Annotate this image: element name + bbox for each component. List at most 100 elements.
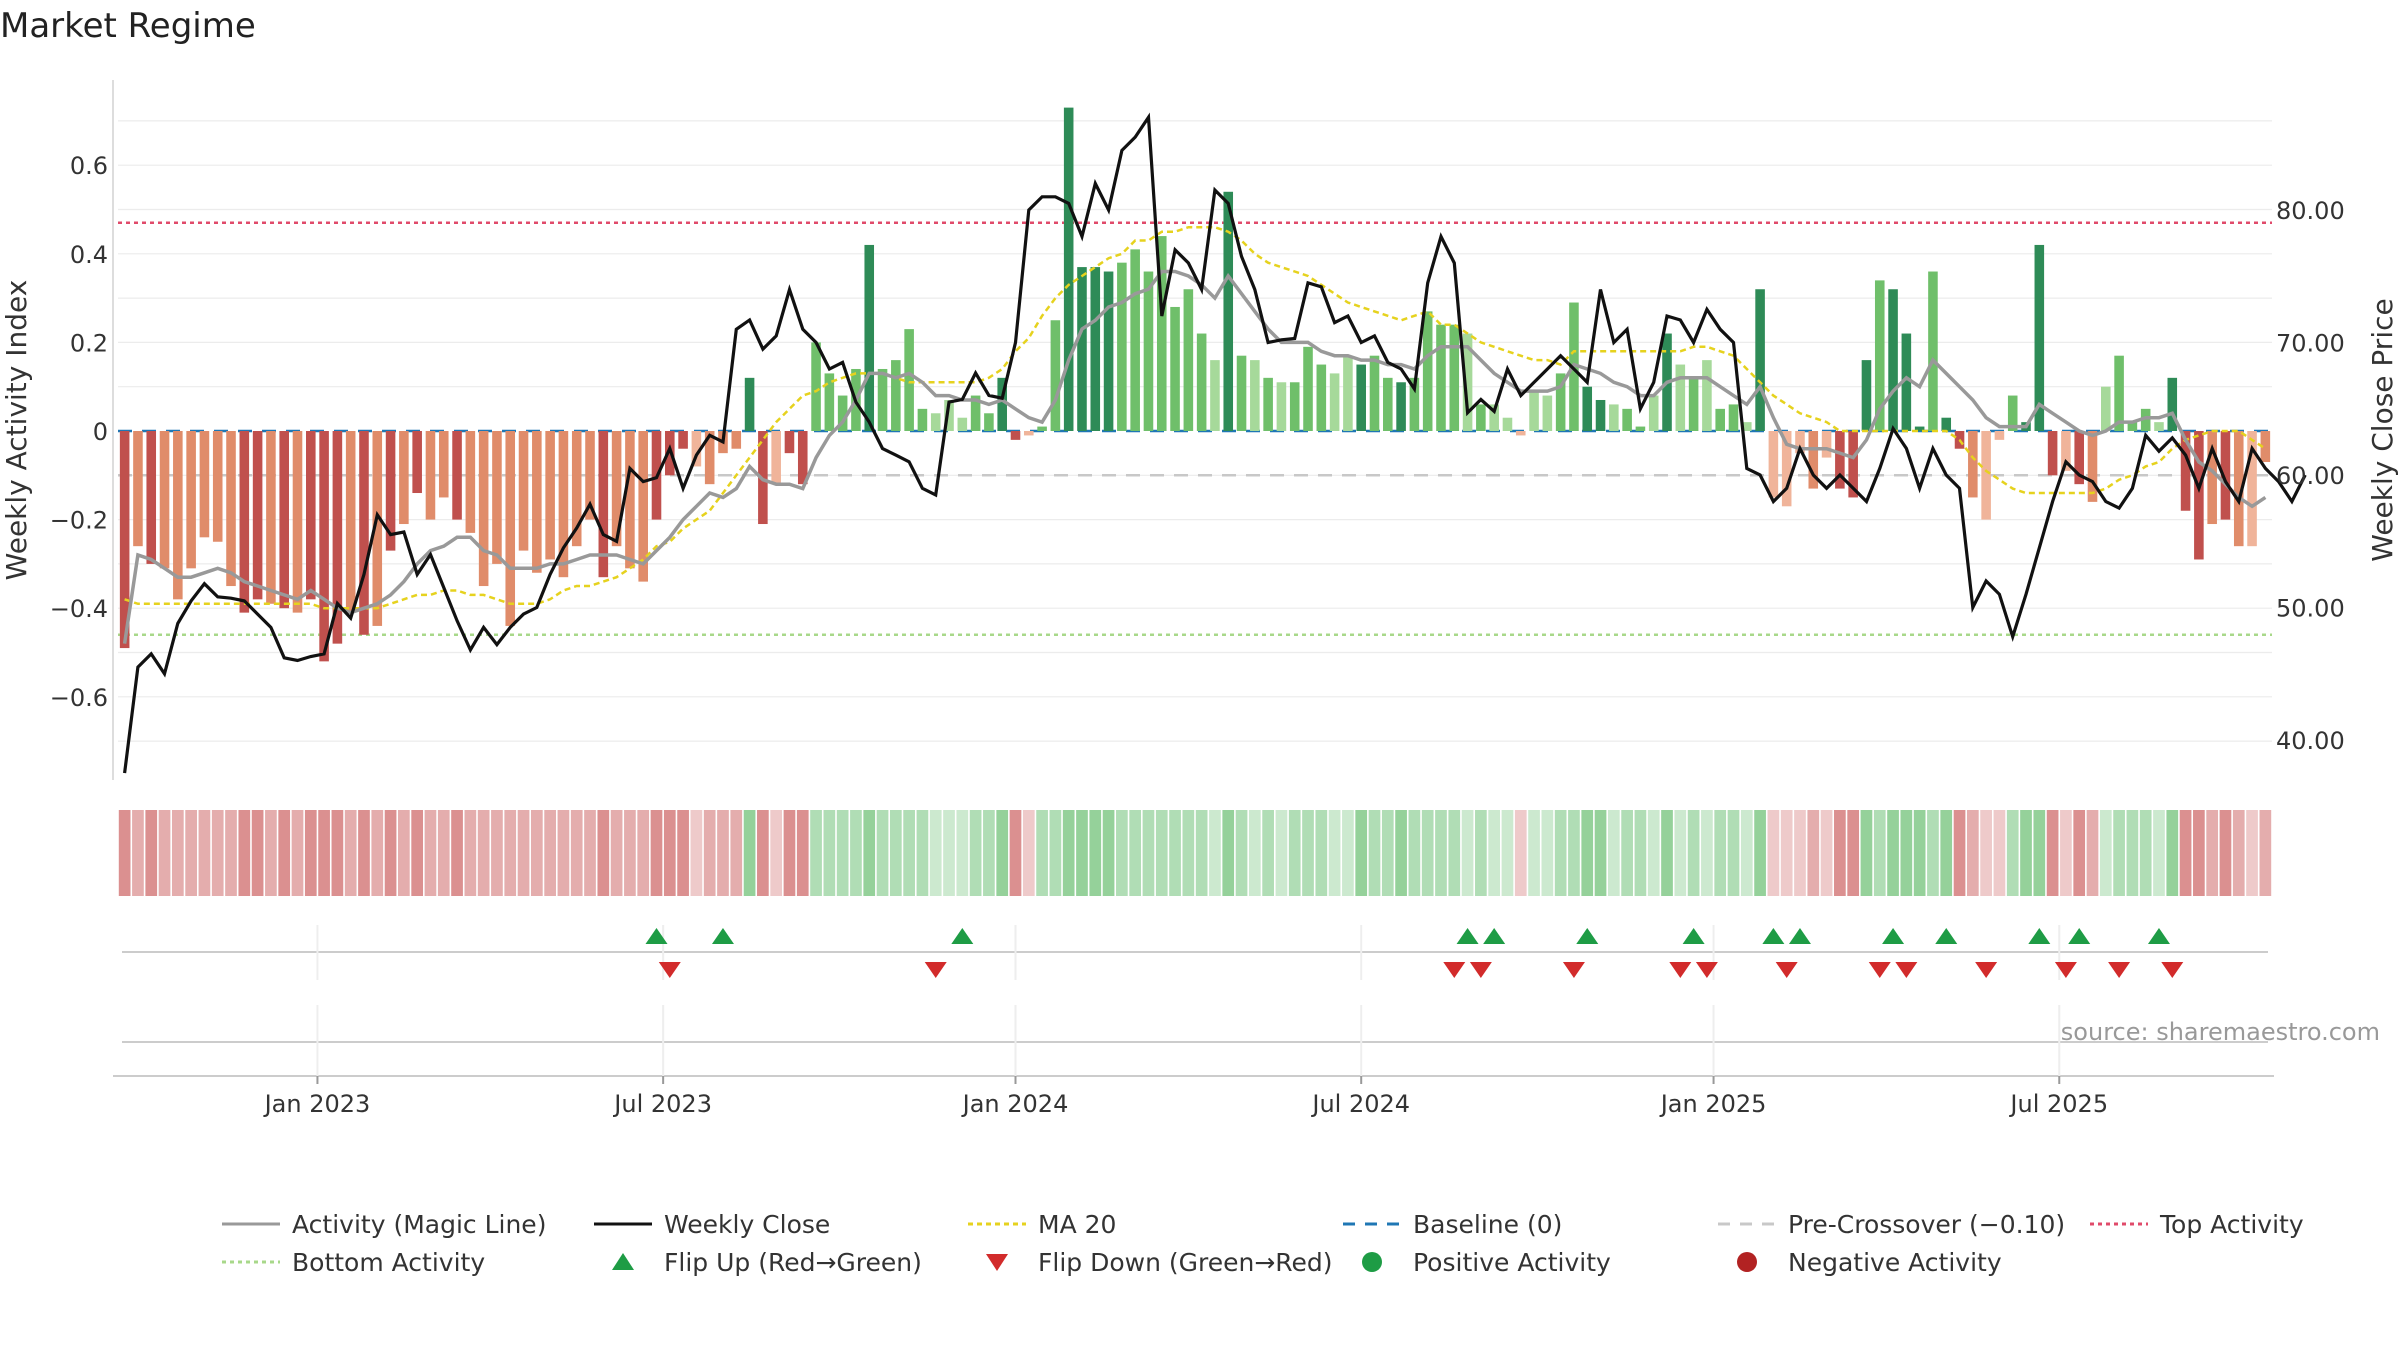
activity-bar [1968,431,1978,498]
regime-strip-cell [1195,810,1208,896]
flip-up-marker [1935,928,1958,944]
regime-strip-cell [1581,810,1594,896]
bottom-axis: Jan 2023 Jul 2023 Jan 2024 Jul 2024 Jan 2025… [113,1005,2274,1118]
regime-strip-cell [943,810,955,896]
activity-bar [412,431,422,494]
regime-strip-cell [118,810,131,896]
regime-strip-cell [637,810,650,896]
activity-bar [1529,391,1539,431]
activity-bar [811,342,821,431]
regime-strip-cell [1089,810,1102,896]
flip-up-marker [2068,928,2091,944]
flip-down-marker [1562,962,1585,978]
activity-bar [438,431,449,498]
regime-strip-cell [2193,810,2205,896]
activity-bar [1024,431,1034,436]
activity-bar [465,431,476,533]
activity-bar [226,431,236,587]
activity-bar [492,431,502,564]
regime-strip-cell [823,810,836,896]
activity-bar [2220,431,2231,520]
regime-strip-cell [2259,810,2272,896]
regime-strip-cell [198,810,211,896]
regime-strip-cell [398,810,410,896]
regime-strip-cell [1514,810,1527,896]
activity-bar [1449,324,1460,431]
regime-strip-cell [1528,810,1540,896]
regime-strip-cell [1381,810,1394,896]
regime-strip-cell [624,810,636,896]
activity-bar [1702,360,1712,431]
activity-bar [585,431,595,520]
regime-strip-cell [1036,810,1048,896]
x-tick-label: Jul 2023 [612,1090,712,1118]
regime-strip-cell [1182,810,1195,896]
regime-strip-cell [225,810,237,896]
flip-markers [122,925,2268,980]
regime-strip-cell [2113,810,2125,896]
activity-bar [1343,355,1353,431]
y-right-tick-label: 60.00 [2276,462,2345,490]
activity-bar [1582,386,1593,431]
regime-strip-cell [384,810,397,896]
regime-strip-cell [677,810,689,896]
x-tick-label: Jul 2024 [1310,1090,1410,1118]
activity-bar [2140,408,2151,431]
activity-bar [930,413,941,431]
regime-strip-cell [1302,810,1314,896]
regime-strip-cell [517,810,530,896]
regime-strip-cell [2099,810,2112,896]
regime-strip-cell [1155,810,1168,896]
flip-up-marker [2147,928,2170,944]
flip-down-marker [1895,962,1918,978]
x-tick-label: Jul 2025 [2008,1090,2108,1118]
activity-bar [1050,320,1061,431]
y-tick-label: −0.2 [50,507,108,535]
activity-bar [1369,355,1380,431]
regime-strip-cell [597,810,610,896]
activity-bar [1635,426,1646,431]
regime-strip-cell [1142,810,1155,896]
activity-bar [1914,426,1925,431]
regime-strip-cell [1395,810,1407,896]
legend-label: Flip Down (Green→Red) [1038,1248,1333,1277]
x-tick-label: Jan 2023 [263,1090,371,1118]
activity-bar [731,431,742,449]
activity-bar [279,431,289,609]
legend-label: Top Activity [2159,1210,2304,1239]
regime-strip-cell [996,810,1009,896]
activity-bar [1210,360,1220,431]
activity-bar [1090,267,1101,431]
regime-strip-cell [530,810,543,896]
activity-bar [797,431,808,485]
regime-strip-cell [1116,810,1128,896]
regime-strip-cell [171,810,184,896]
activity-bar [1462,333,1473,431]
magic-line [122,269,2267,644]
series-lines [122,112,2307,774]
regime-strip-cell [1607,810,1620,896]
regime-strip-cell [2086,810,2099,896]
activity-bar [1476,404,1486,431]
regime-strip-cell [318,810,330,896]
flip-up-marker [1576,928,1599,944]
legend-item: Flip Down (Green→Red) [986,1248,1333,1277]
regime-strip-cell [2033,810,2046,896]
regime-strip-cell [796,810,809,896]
regime-strip-cell [1834,810,1846,896]
activity-bar [399,431,409,525]
activity-bar [1609,404,1619,431]
regime-strip-cell [1966,810,1979,896]
legend-item: Flip Up (Red→Green) [612,1248,922,1277]
regime-strip-cell [1355,810,1368,896]
regime-strip-cell [1820,810,1833,896]
x-tick-label: Jan 2024 [961,1090,1069,1118]
regime-strip-cell [2020,810,2032,896]
regime-strip-cell [437,810,450,896]
flip-down-marker [1469,962,1492,978]
activity-bar [306,431,316,600]
activity-bar [891,360,901,431]
activity-bar [837,395,848,431]
activity-bar [1316,364,1327,431]
activity-bar [625,431,635,569]
